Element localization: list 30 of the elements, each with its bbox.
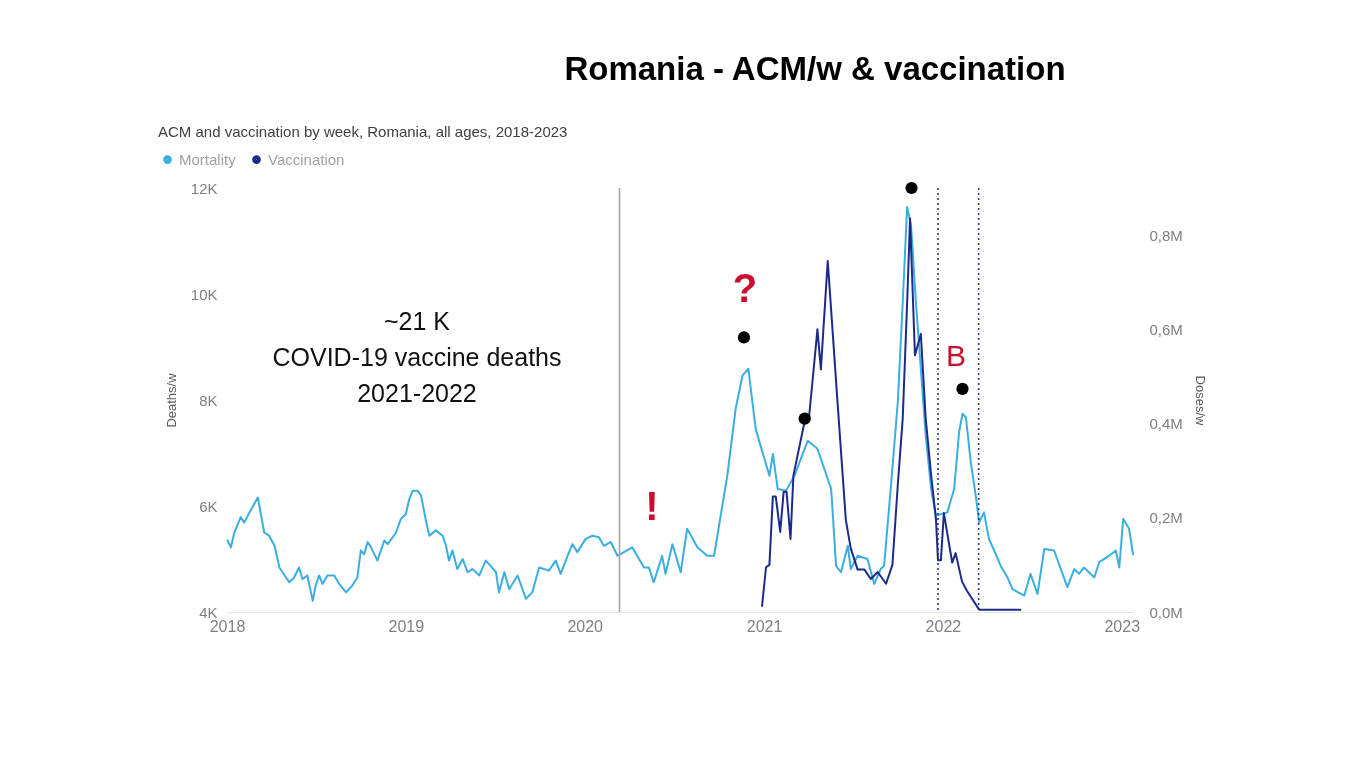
line-series <box>226 206 1134 602</box>
x-tick-label: 2021 <box>746 617 783 635</box>
y-axis-title: Deaths/w <box>163 372 179 428</box>
y-tick-label: 12K <box>190 179 218 197</box>
y2-tick-label: 0,6M <box>1149 320 1183 338</box>
y2-tick-label: 0,2M <box>1149 509 1183 527</box>
legend-label: Vaccination <box>268 150 345 168</box>
y-tick-label: 10K <box>190 285 218 303</box>
x-tick-label: 2019 <box>388 617 425 635</box>
point <box>956 382 969 395</box>
annotation: ! <box>645 484 659 528</box>
x-tick-label: 2023 <box>1104 617 1141 635</box>
point <box>737 331 751 344</box>
y2-axis-title: Doses/w <box>1192 375 1208 427</box>
legend-label: Mortality <box>179 150 237 168</box>
chart-subtitle: ACM and vaccination by week, Romania, all ages, 2018-2023 <box>158 123 568 140</box>
y2-tick-label: 0,4M <box>1149 415 1183 433</box>
x-tick-label: 2020 <box>567 617 604 635</box>
point <box>905 181 918 195</box>
annotation: B <box>945 339 967 372</box>
y2-tick-label: 0,8M <box>1149 226 1183 244</box>
y2-tick-label: 0,0M <box>1149 603 1183 621</box>
line-series <box>761 217 1022 611</box>
y-tick-label: 8K <box>199 391 218 409</box>
annotation: ~21 K COVID-19 vaccine deaths 2021-2022 <box>272 307 562 407</box>
x-tick-label: 2022 <box>925 617 962 635</box>
y-tick-label: 6K <box>199 497 218 515</box>
annotation: ? <box>732 266 758 310</box>
point <box>798 412 811 425</box>
chart-title: Romania - ACM/w & vaccination <box>564 50 1066 87</box>
